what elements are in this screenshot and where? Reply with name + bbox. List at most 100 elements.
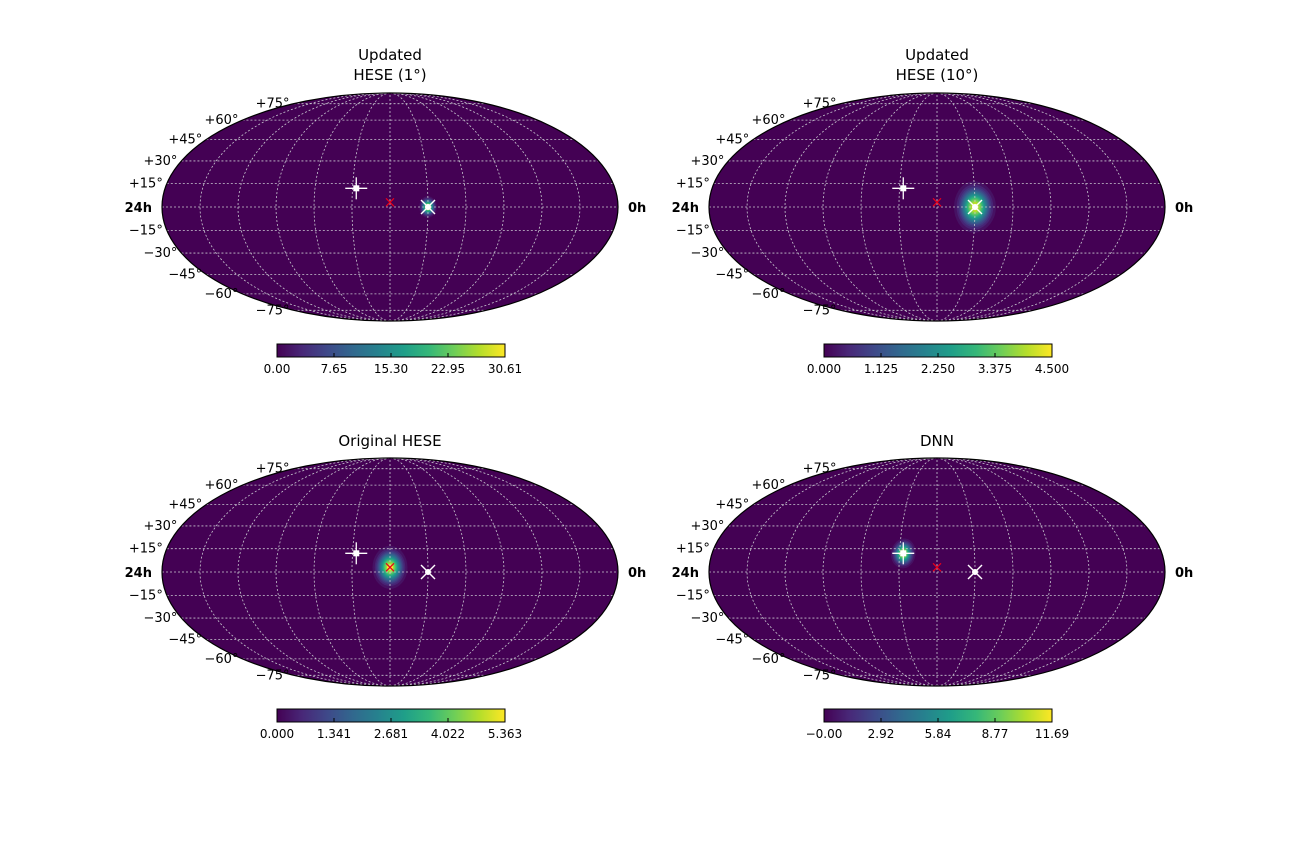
colorbar: −0.00 2.92 5.84 8.77 11.69: [806, 708, 1069, 741]
marker-square: [900, 185, 907, 192]
meridian-line: [746, 458, 938, 686]
meridian-line: [936, 458, 1128, 686]
meridian-line: [936, 458, 1090, 686]
lat-tick-label: −75°: [803, 303, 837, 318]
colorbar-tick-label: 30.61: [488, 362, 522, 376]
lat-tick-label: −30°: [690, 611, 724, 626]
meridian-line: [936, 93, 1052, 321]
lat-tick-label: −30°: [690, 246, 724, 261]
lat-tick-label: −60°: [752, 652, 786, 667]
meridian-line: [389, 458, 505, 686]
map-outline: [161, 457, 619, 687]
colorbar-tick-label: 15.30: [374, 362, 408, 376]
lat-tick-label: +15°: [129, 542, 163, 557]
colorbar-tick-label: 2.681: [374, 727, 408, 741]
colorbar-tick-label: 2.92: [868, 727, 895, 741]
marker-x-dot: [420, 564, 436, 580]
lat-tick-label: +60°: [205, 478, 239, 493]
colorbar: 0.00 7.65 15.30 22.95 30.61: [264, 343, 522, 376]
colorbar-tick-label: 22.95: [431, 362, 465, 376]
lat-tick-label: +15°: [129, 177, 163, 192]
lat-tick-label: −15°: [676, 223, 710, 238]
marker-dot: [425, 204, 431, 210]
marker-x: [385, 562, 395, 572]
lat-tick-label: +30°: [690, 519, 724, 534]
marker-dot: [972, 204, 978, 210]
lat-tick-label: +45°: [168, 498, 202, 513]
lat-tick-label: +15°: [676, 542, 710, 557]
lat-tick-label: +75°: [803, 97, 837, 112]
meridian-line: [389, 93, 505, 321]
map-outline: [708, 92, 1166, 322]
meridian-line: [822, 458, 938, 686]
lat-tick-label: −45°: [168, 632, 202, 647]
lat-tick-label: +75°: [803, 462, 837, 477]
lat-tick-label: +45°: [715, 133, 749, 148]
lat-tick-label: −15°: [129, 223, 163, 238]
lat-tick-label: −30°: [143, 611, 177, 626]
marker-x-dot: [967, 199, 983, 215]
meridian-line: [275, 458, 391, 686]
meridian-line: [389, 458, 543, 686]
marker-cross-square: [892, 177, 915, 200]
colorbar-tick-label: 0.00: [264, 362, 291, 376]
map-outline: [161, 92, 619, 322]
lat-tick-label: +45°: [715, 498, 749, 513]
marker-stroke: [932, 197, 942, 207]
lat-tick-label: −45°: [715, 267, 749, 282]
marker-square: [900, 550, 907, 557]
lat-tick-label: +45°: [168, 133, 202, 148]
meridian-line: [784, 93, 938, 321]
marker-x: [932, 197, 942, 207]
marker-x-dot: [967, 564, 983, 580]
skymap-panel-1: +75° +60°+45° +30° +15° −15° −30° −45°−60° −75°…: [125, 46, 647, 376]
colorbar-tick-label: 0.000: [807, 362, 841, 376]
colorbar-tick-label: 1.125: [864, 362, 898, 376]
graticule: [162, 93, 618, 321]
meridian-line: [784, 458, 938, 686]
lat-tick-label: −15°: [129, 588, 163, 603]
graticule: [709, 458, 1165, 686]
marker-cross-square: [892, 542, 915, 565]
skymap-panel-4: +75° +60°+45° +30° +15° −15° −30° −45°−60° −75°…: [672, 432, 1194, 741]
ra-label-left: 24h: [672, 566, 699, 581]
colorbar-tick-label: 2.250: [921, 362, 955, 376]
colorbar: 0.000 1.125 2.250 3.375 4.500: [807, 343, 1069, 376]
graticule: [709, 93, 1165, 321]
lat-tick-label: −60°: [205, 287, 239, 302]
marker-stroke: [385, 562, 395, 572]
panel-title: Updated: [358, 46, 422, 64]
lat-tick-label: −75°: [803, 668, 837, 683]
ra-label-right: 0h: [1175, 201, 1193, 216]
colorbar-tick-label: −0.00: [806, 727, 843, 741]
meridian-line: [746, 93, 938, 321]
ra-label-right: 0h: [628, 201, 646, 216]
panel-title: HESE (1°): [353, 66, 426, 84]
lat-tick-label: −60°: [205, 652, 239, 667]
lat-tick-label: −30°: [143, 246, 177, 261]
meridian-line: [199, 458, 391, 686]
colorbar-tick-label: 7.65: [321, 362, 348, 376]
marker-x: [932, 562, 942, 572]
map-outline: [708, 457, 1166, 687]
marker-stroke: [932, 562, 942, 572]
graticule: [162, 458, 618, 686]
marker-stroke: [385, 197, 395, 207]
ra-label-right: 0h: [1175, 566, 1193, 581]
lat-tick-label: −15°: [676, 588, 710, 603]
meridian-line: [822, 93, 938, 321]
lat-tick-label: −60°: [752, 287, 786, 302]
lat-tick-label: +30°: [690, 154, 724, 169]
colorbar-tick-label: 1.341: [317, 727, 351, 741]
colorbar-tick-label: 3.375: [978, 362, 1012, 376]
panel-title: Updated: [905, 46, 969, 64]
panel-title: HESE (10°): [896, 66, 979, 84]
skymap-panel-2: +75° +60°+45° +30° +15° −15° −30° −45°−60° −75°…: [672, 46, 1194, 376]
lat-tick-label: +30°: [143, 154, 177, 169]
marker-dot: [972, 569, 978, 575]
lat-tick-label: +75°: [256, 462, 290, 477]
meridian-line: [936, 93, 1128, 321]
colorbar-tick-label: 5.363: [488, 727, 522, 741]
lat-tick-label: −45°: [715, 632, 749, 647]
